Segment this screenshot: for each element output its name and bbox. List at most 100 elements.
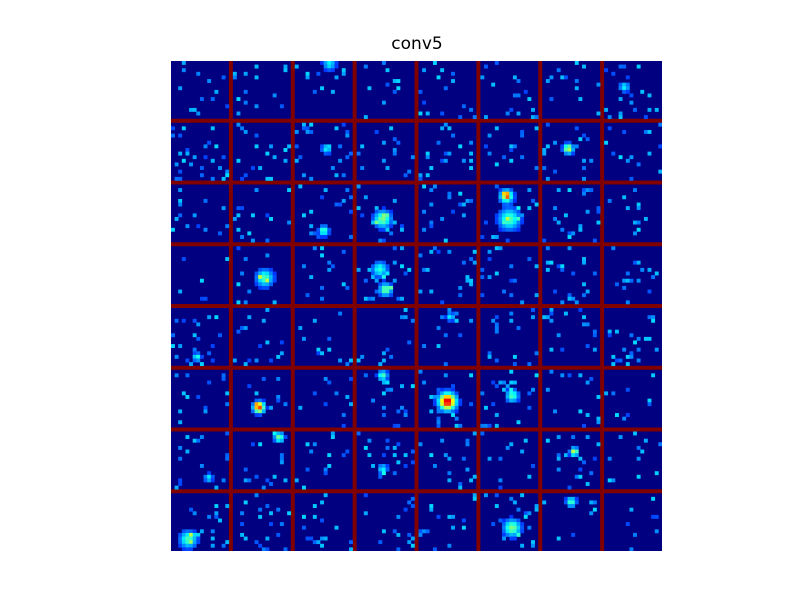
activation-pixel [622, 285, 627, 290]
activation-pixel [527, 257, 532, 261]
figure-title: conv5 [391, 34, 443, 54]
activation-pixel [392, 453, 397, 458]
activation-pixel [578, 373, 583, 378]
activation-pixel [436, 75, 441, 80]
activation-pixel [556, 456, 561, 461]
activation-pixel [385, 380, 390, 385]
activation-pixel [643, 129, 648, 134]
activation-pixel [192, 438, 197, 443]
activation-pixel [549, 311, 554, 316]
activation-pixel [363, 64, 368, 69]
activation-pixel [320, 351, 324, 356]
activation-pixel [185, 449, 190, 454]
activation-pixel [196, 224, 201, 229]
activation-pixel [461, 213, 466, 218]
activation-pixel [451, 413, 455, 417]
activation-pixel [389, 293, 394, 298]
activation-pixel [221, 478, 226, 483]
activation-pixel [185, 540, 190, 545]
activation-pixel [254, 275, 259, 280]
feature-map-tile [542, 308, 601, 366]
activation-pixel [429, 289, 434, 294]
activation-pixel [574, 496, 579, 501]
activation-pixel [207, 471, 212, 476]
activation-pixel [178, 188, 183, 193]
activation-pixel [458, 144, 463, 149]
activation-pixel [636, 260, 641, 265]
activation-pixel [341, 249, 346, 254]
activation-pixel [221, 155, 226, 160]
activation-pixel [571, 453, 576, 458]
activation-pixel [425, 173, 430, 178]
activation-pixel [465, 467, 470, 472]
activation-pixel [381, 285, 386, 290]
activation-pixel [487, 275, 492, 280]
activation-pixel [633, 188, 637, 193]
activation-pixel [531, 463, 535, 468]
activation-pixel [469, 318, 474, 323]
activation-pixel [596, 111, 601, 116]
activation-pixel [225, 224, 230, 229]
activation-pixel [429, 507, 434, 512]
activation-pixel [309, 449, 314, 454]
activation-pixel [622, 86, 627, 91]
activation-pixel [618, 115, 623, 120]
activation-pixel [654, 107, 659, 112]
activation-pixel [378, 260, 383, 265]
activation-pixel [272, 438, 277, 443]
activation-pixel [410, 460, 415, 465]
activation-pixel [643, 115, 648, 120]
activation-pixel [553, 206, 558, 211]
activation-pixel [320, 285, 324, 290]
activation-pixel [371, 220, 376, 225]
activation-pixel [487, 249, 492, 254]
activation-pixel [210, 344, 215, 348]
activation-pixel [410, 384, 415, 389]
activation-pixel [378, 213, 383, 218]
activation-pixel [199, 278, 204, 283]
activation-pixel [338, 158, 343, 163]
activation-pixel [505, 387, 510, 392]
activation-pixel [381, 453, 386, 458]
activation-pixel [458, 202, 463, 207]
activation-pixel [527, 206, 532, 211]
activation-pixel [203, 144, 208, 149]
activation-pixel [523, 438, 528, 443]
activation-pixel [592, 456, 597, 461]
activation-pixel [512, 387, 517, 392]
activation-pixel [636, 347, 641, 352]
activation-pixel [341, 423, 346, 428]
activation-pixel [571, 449, 576, 454]
activation-pixel [502, 289, 506, 294]
activation-pixel [247, 289, 252, 294]
activation-pixel [181, 61, 186, 65]
activation-pixel [199, 166, 204, 170]
activation-pixel [371, 275, 376, 280]
activation-pixel [567, 496, 572, 501]
activation-pixel [589, 188, 594, 193]
activation-pixel [531, 387, 535, 392]
activation-pixel [432, 184, 437, 189]
activation-pixel [265, 282, 270, 287]
activation-pixel [509, 278, 514, 283]
activation-pixel [469, 107, 474, 112]
feature-map-tile [171, 246, 229, 304]
activation-pixel [374, 275, 379, 280]
activation-pixel [327, 151, 332, 156]
feature-map-tile [356, 122, 415, 181]
activation-pixel [185, 532, 190, 537]
activation-pixel [330, 89, 335, 94]
activation-pixel [236, 111, 241, 116]
activation-pixel [509, 380, 514, 385]
activation-pixel [614, 413, 619, 417]
activation-pixel [567, 449, 572, 454]
activation-pixel [494, 423, 499, 428]
activation-pixel [502, 532, 506, 537]
activation-pixel [334, 61, 339, 65]
activation-pixel [502, 209, 506, 214]
activation-pixel [647, 267, 652, 272]
activation-pixel [443, 86, 448, 91]
activation-pixel [658, 144, 662, 149]
activation-pixel [174, 373, 179, 378]
activation-pixel [447, 391, 452, 396]
